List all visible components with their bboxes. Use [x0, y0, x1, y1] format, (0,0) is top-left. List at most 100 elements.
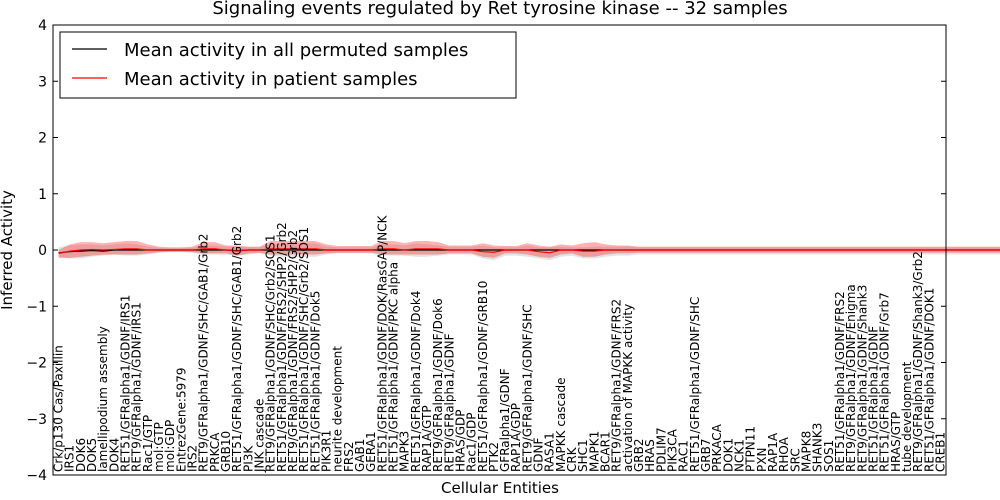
plot-border: [52, 24, 947, 476]
x-tick-label: tube development: [900, 361, 914, 472]
x-tick-label: RET9/GFRalpha1/GDNF/SHC: [520, 304, 534, 472]
x-tick-label: Rac1/GDP: [465, 413, 479, 472]
series-lines: [58, 248, 1000, 254]
x-tick-label: activation of MAPKK activity: [621, 304, 635, 472]
x-tick-label: RET51/GFRalpha1/GDNF/SHC/Grb2/SOS1: [297, 227, 311, 472]
y-tick-label: −3: [26, 412, 47, 428]
x-tick-label: PIK3CA: [666, 428, 680, 472]
x-tick-label: RET9/GFRalpha1/GDNF/Dok6: [431, 298, 445, 472]
legend-label-patient: Mean activity in patient samples: [124, 69, 418, 90]
x-tick-label: JNK cascade: [253, 399, 267, 473]
x-tick-label: HRAS/GDP: [453, 409, 467, 472]
x-tick-label: RAP1A/GDP: [509, 403, 523, 472]
x-tick-label: RET9/GFRalpha1/GDNF/FRS2: [610, 299, 624, 472]
x-tick-label: PDLIM7: [654, 427, 668, 472]
x-tick-label: RET9/GFRalpha1/GDNF/SHC/GAB1/Grb2: [197, 233, 211, 472]
x-tick-label: DOK5: [85, 438, 99, 472]
y-tick-label: −4: [26, 468, 47, 484]
x-tick-label: PTPN11: [744, 426, 758, 472]
x-tick-label: IRS2: [186, 445, 200, 472]
x-tick-label: RET9/GFRalpha1/GDNF: [442, 333, 456, 472]
x-tick-label: RET51/GFRalpha1/GDNF/FRS2/SHP2/Grb2: [275, 222, 289, 472]
x-tick-label: GDNF: [532, 437, 546, 472]
x-tick-label: RAC1: [677, 440, 691, 472]
x-tick-label: GRB2: [632, 438, 646, 472]
x-tick-label: DOK1: [721, 438, 735, 472]
x-tick-label: MAPK8: [799, 431, 813, 472]
x-tick-label: RET51/GFRalpha1/GDNF/SHC: [688, 297, 702, 472]
x-tick-label: RET9/GFRalpha1/GDNF/Enigma: [844, 284, 858, 472]
x-tick-label: neurite development: [331, 346, 345, 472]
x-tick-label: RAP1A/GTP: [420, 405, 434, 472]
x-tick-label: RET51/GFRalpha1/GDNF/DOK1: [922, 288, 936, 472]
x-tick-label: EntrezGene:5979: [174, 368, 188, 473]
legend: Mean activity in all permuted samples Me…: [59, 31, 517, 99]
y-tick-label: −1: [26, 299, 47, 315]
x-tick-label: NCK1: [732, 439, 746, 472]
x-tick-label: SRC: [788, 448, 802, 472]
x-axis-label: Cellular Entities: [441, 479, 559, 497]
y-tick-label: 1: [38, 187, 47, 203]
x-tick-label: PXN: [755, 448, 769, 472]
y-tick-label: 4: [38, 18, 47, 34]
series-line-1: [58, 248, 1000, 254]
legend-box: [59, 31, 517, 99]
x-tick-label: RET51/GFRalpha1/GDNF/PKC alpha: [386, 262, 400, 472]
x-tick-label: RET51/GFRalpha1/GDNF/Dok4: [409, 291, 423, 472]
y-tick-label: −2: [26, 356, 47, 372]
x-tick-label: GRB7: [699, 438, 713, 472]
x-tick-label: GAB1: [353, 439, 367, 472]
x-tick-label: RET51/GFRalpha1/GDNF/Grb7: [878, 292, 892, 472]
x-tick-label: lamellipodium assembly: [96, 326, 110, 472]
x-tick-label: RET9/GFRalpha1/GDNF/FRS2/SHP2/Grb2: [286, 230, 300, 472]
x-tick-label: RHOA: [777, 436, 791, 472]
x-tick-label: RASA1: [543, 432, 557, 472]
x-tick-label: SHANK3: [811, 423, 825, 472]
x-tick-label: RET51/GFRalpha1/GDNF/SHC/GAB1/Grb2: [230, 226, 244, 472]
x-tick-label: Rac1/GTP: [141, 415, 155, 472]
x-tick-label: RET9/GFRalpha1/GDNF/Shank3: [855, 285, 869, 472]
x-tick-label: RET9/GFRalpha1/GDNF/Shank3/Grb2: [911, 251, 925, 472]
x-tick-label: PI3K: [241, 445, 255, 472]
x-tick-label: BCAR1: [599, 431, 613, 472]
legend-label-permuted: Mean activity in all permuted samples: [124, 40, 468, 61]
x-tick-label: MAPK3: [398, 431, 412, 472]
x-tick-label: CREB1: [933, 432, 947, 472]
x-tick-label: PIK3R1: [319, 430, 333, 472]
x-tick-label: RET51/GFRalpha1/GDNF: [866, 326, 880, 472]
x-tick-label: FRS2: [342, 442, 356, 473]
x-tick-label: DOK6: [74, 438, 88, 472]
chart-title: Signaling events regulated by Ret tyrosi…: [212, 0, 787, 19]
x-tick-label: RET51/GFRalpha1/GDNF/Dok5: [308, 291, 322, 472]
x-tick-label: PRKCA: [208, 432, 222, 472]
x-tick-label: RET51/GFRalpha1/GDNF/IRS1: [119, 295, 133, 472]
y-tick-label: 3: [38, 74, 47, 90]
x-tick-label: PTK2: [487, 442, 501, 472]
y-tick-label: 2: [38, 131, 47, 147]
x-tick-label: SHC1: [576, 439, 590, 472]
y-axis-label: Inferred Activity: [0, 190, 16, 310]
x-tick-label: RET51/GFRalpha1/GDNF/FRS2: [833, 291, 847, 472]
x-tick-label: PRKACA: [710, 423, 724, 472]
x-tick-label: MAPK1: [587, 431, 601, 472]
x-tick-label: GRB10: [219, 431, 233, 472]
x-tick-label: IRS1: [63, 445, 77, 472]
x-axis-tick-labels: Crk/p130 Cas/PaxillinIRS1DOK6DOK5lamelli…: [52, 214, 948, 473]
x-tick-label: RAP1A: [766, 432, 780, 472]
x-tick-label: HRAS: [643, 439, 657, 472]
x-tick-label: MAPKK cascade: [554, 377, 568, 472]
x-tick-label: RET9/GFRalpha1/GDNF/IRS1: [130, 302, 144, 472]
y-tick-label: 0: [38, 243, 47, 259]
x-tick-label: mol:GTP: [152, 422, 166, 472]
x-tick-label: GERA1: [364, 431, 378, 472]
x-tick-label: SOS1: [822, 440, 836, 472]
series-band-0: [58, 243, 1000, 261]
x-tick-label: DOK4: [107, 438, 121, 472]
x-tick-label: CRK: [565, 446, 579, 472]
x-tick-label: RET51/GFRalpha1/GDNF/DOK/RasGAP/NCK: [375, 214, 389, 472]
x-tick-label: RET51/GFRalpha1/GDNF/GRB10: [476, 281, 490, 472]
x-tick-label: Crk/p130 Cas/Paxillin: [52, 345, 66, 472]
x-tick-label: mol:GDP: [163, 420, 177, 472]
x-tick-label: RET9/GFRalpha1/GDNF/SHC/Grb2/SOS1: [264, 234, 278, 472]
x-tick-label: HRAS/GTP: [889, 412, 903, 472]
